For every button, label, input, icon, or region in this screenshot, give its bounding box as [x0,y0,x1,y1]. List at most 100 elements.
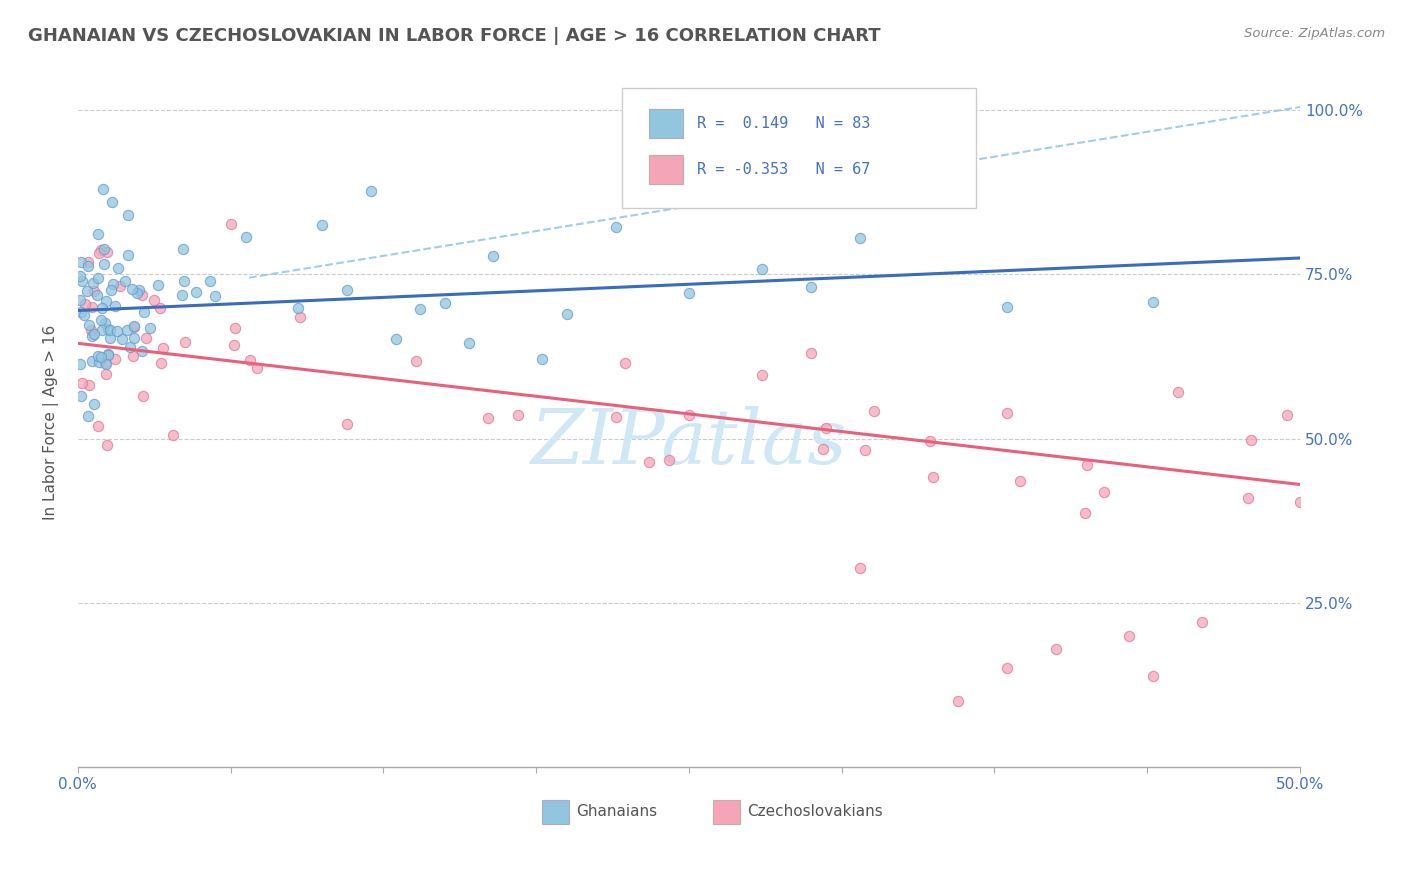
Point [853,442,876,457]
Point [506,408,529,422]
Point [287,301,309,315]
Point [91,182,114,196]
Point [482,249,505,263]
Point [70,376,93,391]
Point [131,344,153,359]
Point [70,273,93,287]
Point [93,356,115,370]
Point [1275,408,1298,422]
Point [849,231,872,245]
Bar [648,109,683,138]
Point [94,368,117,382]
Point [1142,295,1164,310]
Point [97,322,120,336]
Point [117,248,139,262]
Point [1289,494,1312,508]
Point [477,411,499,425]
Point [101,277,124,292]
Point [174,334,197,349]
Point [148,301,170,315]
Point [73,297,96,311]
Point [162,428,184,442]
Point [198,274,221,288]
Point [613,356,636,370]
Point [433,296,456,310]
Y-axis label: In Labor Force | Age > 16: In Labor Force | Age > 16 [44,325,59,520]
Point [1236,491,1258,505]
Point [120,340,142,354]
Point [69,357,91,371]
Point [235,230,257,244]
Point [360,184,382,198]
Point [132,389,155,403]
Point [458,336,481,351]
Point [637,455,659,469]
Point [995,301,1018,315]
Point [751,262,773,277]
Point [70,255,93,269]
Point [173,274,195,288]
Text: R = -0.353   N = 67: R = -0.353 N = 67 [697,161,870,177]
Point [107,260,129,275]
Point [239,353,262,368]
Point [87,227,110,241]
Point [219,218,242,232]
Point [800,280,823,294]
Text: ZIPatlas: ZIPatlas [530,406,848,480]
Point [69,293,91,308]
Point [104,300,127,314]
Point [678,286,700,301]
Point [128,283,150,297]
Point [87,354,110,368]
Point [384,332,406,346]
Point [100,323,122,337]
Point [100,283,122,297]
Point [97,346,120,360]
Point [138,320,160,334]
Point [94,294,117,309]
Point [80,323,103,337]
Point [110,279,132,293]
Point [142,293,165,307]
Point [87,246,110,260]
Text: GHANAIAN VS CZECHOSLOVAKIAN IN LABOR FORCE | AGE > 16 CORRELATION CHART: GHANAIAN VS CZECHOSLOVAKIAN IN LABOR FOR… [28,27,880,45]
Point [605,409,627,424]
Point [920,434,942,448]
Point [90,351,112,365]
Point [91,323,114,337]
Point [93,257,115,271]
Point [1240,433,1263,447]
Point [288,310,311,324]
Point [90,313,112,327]
Point [995,406,1018,420]
Text: Ghanaians: Ghanaians [576,804,658,819]
Point [150,356,173,370]
Point [172,243,194,257]
Text: R =  0.149   N = 83: R = 0.149 N = 83 [697,116,870,131]
Point [77,259,100,273]
Point [995,661,1018,675]
Point [336,283,359,297]
Point [849,561,872,575]
Point [82,277,104,291]
Point [922,469,945,483]
Point [1076,458,1098,472]
Text: Czechoslovakians: Czechoslovakians [748,804,883,819]
Point [96,244,118,259]
Point [111,332,134,346]
Point [100,331,122,345]
Point [1074,506,1097,520]
Point [245,360,267,375]
Bar [648,154,683,184]
Point [70,305,93,319]
Point [105,324,128,338]
Point [224,338,246,352]
Point [605,220,627,235]
FancyBboxPatch shape [621,87,976,209]
Point [146,277,169,292]
Point [103,351,125,366]
Point [77,378,100,392]
Point [96,438,118,452]
Point [172,288,194,302]
Text: Source: ZipAtlas.com: Source: ZipAtlas.com [1244,27,1385,40]
